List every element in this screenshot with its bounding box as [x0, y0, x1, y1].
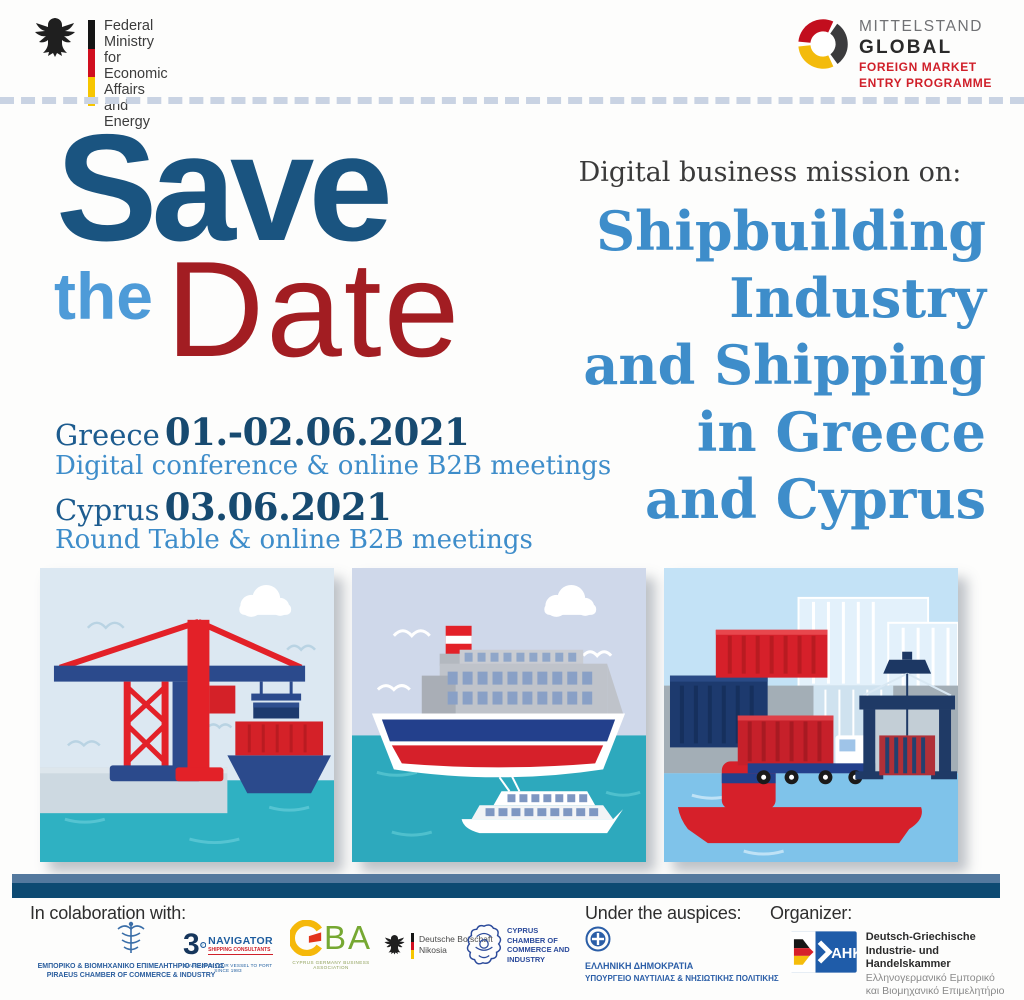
container-port-illustration [664, 568, 959, 862]
hellenic-republic-line: ΕΛΛΗΝΙΚΗ ΔΗΜΟΚΡΑΤΙΑ [585, 961, 694, 971]
ferry-ships-illustration [352, 568, 646, 862]
programme-wordmark: MITTELSTAND GLOBAL FOREIGN MARKET ENTRY … [859, 18, 992, 91]
headline-line: and Shipping [583, 333, 986, 397]
navigator-tagline: NAVIGATING YOUR VESSEL TO PORT SINCE 198… [183, 963, 273, 973]
ahk-line: Industrie- und Handelskammer [865, 944, 951, 971]
embassy-line: Nikosia [419, 945, 447, 955]
hellenic-emblem-icon [585, 926, 611, 952]
cyprus-chamber-line: COMMERCE AND [507, 945, 570, 954]
piraeus-line-english: PIRAEUS CHAMBER OF COMMERCE & INDUSTRY [46, 972, 216, 979]
brand-sub: ENTRY PROGRAMME [859, 76, 993, 90]
gba-logo: BA CYPRUS GERMANY BUSINESS ASSOCIATION [286, 920, 376, 970]
ahk-line: Deutsch-Griechische [865, 931, 976, 943]
schedule-greece: Greece 01.-02.06.2021 [55, 410, 470, 454]
headline-line: and Cyprus [644, 467, 986, 531]
ahk-line: και Βιομηχανικό Επιμελητήριο [865, 984, 1005, 997]
federal-eagle-icon [35, 18, 75, 57]
gba-letters: BA [323, 919, 373, 956]
brand-main: GLOBAL [859, 37, 953, 58]
organizer-label: Organizer: [770, 903, 853, 923]
headline-line: in Greece [696, 400, 986, 464]
auspices-label: Under the auspices: [585, 903, 742, 923]
illustration-shipyard-crane [40, 568, 334, 862]
schedule-place: Greece [55, 418, 160, 452]
cyprus-chamber-emblem-icon [466, 924, 502, 965]
gba-g-icon [289, 920, 322, 956]
cyprus-chamber-line: INDUSTRY [507, 954, 546, 964]
cyprus-chamber-name: CYPRUS CHAMBER OF COMMERCE AND INDUSTRY [507, 926, 570, 964]
title-the: the [54, 259, 153, 333]
brand-top: MITTELSTAND [859, 18, 984, 35]
embassy-eagle-icon [384, 935, 405, 955]
shipyard-crane-illustration [40, 568, 334, 862]
footer-divider-dark [12, 883, 1000, 898]
piraeus-chamber-logo: ΕΜΠΟΡΙΚΟ & ΒΙΟΜΗΧΑΝΙΚΟ ΕΠΙΜΕΛΗΤΗΡΙΟ ΠΕΙΡ… [24, 920, 238, 979]
cyprus-chamber-line: CHAMBER OF [507, 935, 558, 945]
ministry-line: for Economic Affairs [104, 50, 168, 98]
schedule-cyprus: Cyprus 03.06.2021 [55, 485, 392, 529]
ahk-logo: AHK Deutsch-Griechische Industrie- und H… [790, 931, 1024, 998]
navigator-ring-icon [199, 941, 206, 949]
embassy-line: Deutsche Botschaft [419, 934, 493, 944]
gba-subtitle: CYPRUS GERMANY BUSINESS ASSOCIATION [292, 960, 370, 970]
embassy-name: Deutsche Botschaft Nikosia [419, 934, 493, 956]
illustration-ferry-ships [352, 568, 646, 862]
ahk-abbr: AHK [831, 946, 857, 962]
headline-line: Industry [729, 266, 986, 330]
navigator-number: 3 [183, 928, 200, 961]
headline-line: Shipbuilding [596, 199, 986, 263]
schedule-cyprus-desc: Round Table & online B2B meetings [55, 525, 533, 555]
hellenic-ministry-logo: ΕΛΛΗΝΙΚΗ ΔΗΜΟΚΡΑΤΙΑ ΥΠΟΥΡΓΕΙΟ ΝΑΥΤΙΛΙΑΣ … [585, 926, 779, 983]
ministry-line: Federal Ministry [104, 18, 154, 50]
illustration-container-port [664, 568, 959, 862]
mittelstand-global-logo: MITTELSTAND GLOBAL FOREIGN MARKET ENTRY … [795, 16, 991, 90]
piraeus-line-greek: ΕΜΠΟΡΙΚΟ & ΒΙΟΜΗΧΑΝΙΚΟ ΕΠΙΜΕΛΗΤΗΡΙΟ ΠΕΙΡ… [37, 963, 225, 970]
title-save: Save [56, 103, 393, 273]
mission-headline: Shipbuilding Industry and Shipping in Gr… [430, 198, 986, 533]
ahk-line: Ελληνογερμανικό Εμπορικό [865, 971, 995, 984]
caduceus-icon [117, 921, 145, 953]
header-dashed-divider [0, 97, 1024, 104]
navigator-name: NAVIGATOR [208, 934, 273, 947]
german-embassy-logo: Deutsche Botschaft Nikosia [382, 933, 493, 960]
navigator-logo: 3 NAVIGATOR SHIPPING CONSULTANTS NAVIGAT… [183, 930, 273, 973]
german-flag-stripe [88, 20, 95, 107]
embassy-flag-stripe [411, 933, 414, 960]
title-date: Date [166, 233, 462, 385]
hellenic-ministry-line: ΥΠΟΥΡΓΕΙΟ ΝΑΥΤΙΛΙΑΣ & ΝΗΣΙΩΤΙΚΗΣ ΠΟΛΙΤΙΚ… [585, 974, 779, 983]
cyprus-chamber-logo: CYPRUS CHAMBER OF COMMERCE AND INDUSTRY [466, 922, 570, 968]
cyprus-chamber-line: CYPRUS [507, 926, 539, 935]
footer-divider-light [12, 874, 1000, 883]
collaboration-label: In colaboration with: [30, 903, 186, 923]
navigator-sub: SHIPPING CONSULTANTS [208, 947, 273, 955]
ministry-name: Federal Ministry for Economic Affairs an… [104, 18, 168, 130]
schedule-place: Cyprus [55, 493, 160, 527]
federal-ministry-logo: Federal Ministry for Economic Affairs an… [30, 14, 168, 130]
ahk-badge-icon: AHK [790, 931, 857, 973]
schedule-greece-desc: Digital conference & online B2B meetings [55, 451, 612, 481]
schedule-dates: 01.-02.06.2021 [164, 410, 470, 454]
mission-label: Digital business mission on: [578, 157, 962, 188]
brand-sub: FOREIGN MARKET [859, 60, 977, 74]
ahk-name: Deutsch-Griechische Industrie- und Hande… [866, 931, 1024, 998]
globe-sphere-icon [797, 18, 849, 70]
schedule-dates: 03.06.2021 [164, 485, 392, 529]
